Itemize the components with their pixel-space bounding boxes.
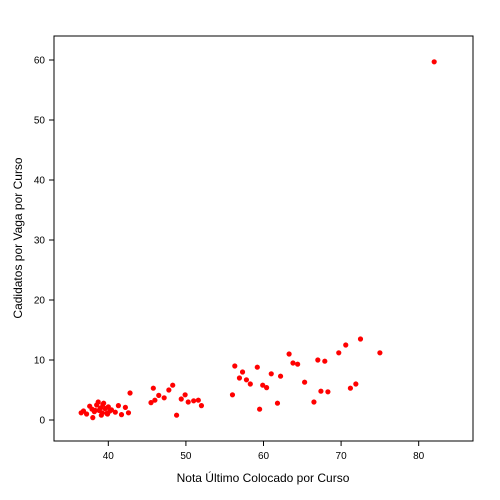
data-point [98, 412, 104, 418]
data-point [247, 381, 253, 387]
x-tick-label: 60 [258, 451, 270, 462]
data-point [290, 360, 296, 366]
data-point [170, 382, 176, 388]
plot-frame [53, 35, 474, 442]
data-point [178, 396, 184, 402]
data-point [347, 385, 354, 391]
data-point [311, 399, 317, 405]
data-point [277, 373, 284, 379]
data-point [185, 399, 191, 405]
data-points [78, 59, 437, 421]
data-point [92, 407, 98, 414]
data-point [315, 357, 321, 363]
y-tick-label: 0 [39, 416, 45, 427]
data-point [232, 363, 238, 369]
x-axis: 40 50 60 70 80 [103, 441, 425, 462]
data-point [325, 389, 331, 395]
data-point [104, 411, 111, 417]
data-point [198, 403, 205, 409]
data-point [431, 59, 437, 65]
data-point [90, 415, 96, 421]
data-point [150, 385, 156, 391]
y-tick-label: 60 [34, 56, 46, 67]
y-tick-label: 50 [34, 116, 46, 127]
data-point [191, 398, 197, 404]
data-point [166, 387, 172, 393]
data-point [302, 379, 308, 385]
data-point [80, 408, 87, 414]
data-point [182, 392, 188, 398]
data-point [152, 397, 158, 403]
y-axis-label: Cadidatos por Vaga por Curso [11, 157, 25, 319]
data-point [148, 400, 154, 406]
data-point [118, 412, 125, 418]
data-point [125, 410, 132, 416]
data-point [195, 397, 201, 403]
data-point [257, 406, 263, 412]
data-point [336, 350, 342, 356]
x-tick-label: 70 [336, 451, 348, 462]
data-point [260, 382, 266, 388]
y-tick-label: 10 [34, 356, 46, 367]
data-point [122, 404, 128, 411]
data-point [161, 395, 167, 401]
data-point [115, 403, 122, 409]
data-point [95, 399, 101, 405]
x-axis-label: Nota Último Colocado por Curso [177, 470, 350, 485]
data-point [353, 381, 359, 387]
data-point [318, 388, 324, 394]
data-point [286, 351, 292, 357]
data-point [295, 361, 301, 367]
x-tick-label: 50 [180, 451, 192, 462]
data-point [322, 358, 328, 364]
data-point [156, 392, 162, 399]
x-tick-label: 80 [413, 451, 425, 462]
y-tick-label: 40 [34, 176, 46, 187]
data-point [243, 377, 250, 383]
y-axis: 0 10 20 30 40 50 60 [34, 56, 54, 427]
data-point [127, 390, 133, 396]
data-point [173, 412, 180, 418]
y-tick-label: 20 [34, 296, 46, 307]
data-point [229, 392, 236, 398]
data-point [112, 409, 118, 415]
data-point [274, 400, 281, 406]
data-point [239, 369, 246, 375]
y-tick-label: 30 [34, 236, 46, 247]
data-point [83, 411, 90, 417]
data-point [254, 364, 260, 370]
data-point [264, 385, 270, 391]
data-point [357, 336, 364, 342]
data-point [100, 401, 106, 408]
data-point [236, 375, 243, 381]
data-point [377, 350, 383, 356]
data-point [268, 371, 274, 377]
data-point [108, 407, 115, 413]
data-point [343, 342, 349, 348]
x-tick-label: 40 [103, 451, 115, 462]
